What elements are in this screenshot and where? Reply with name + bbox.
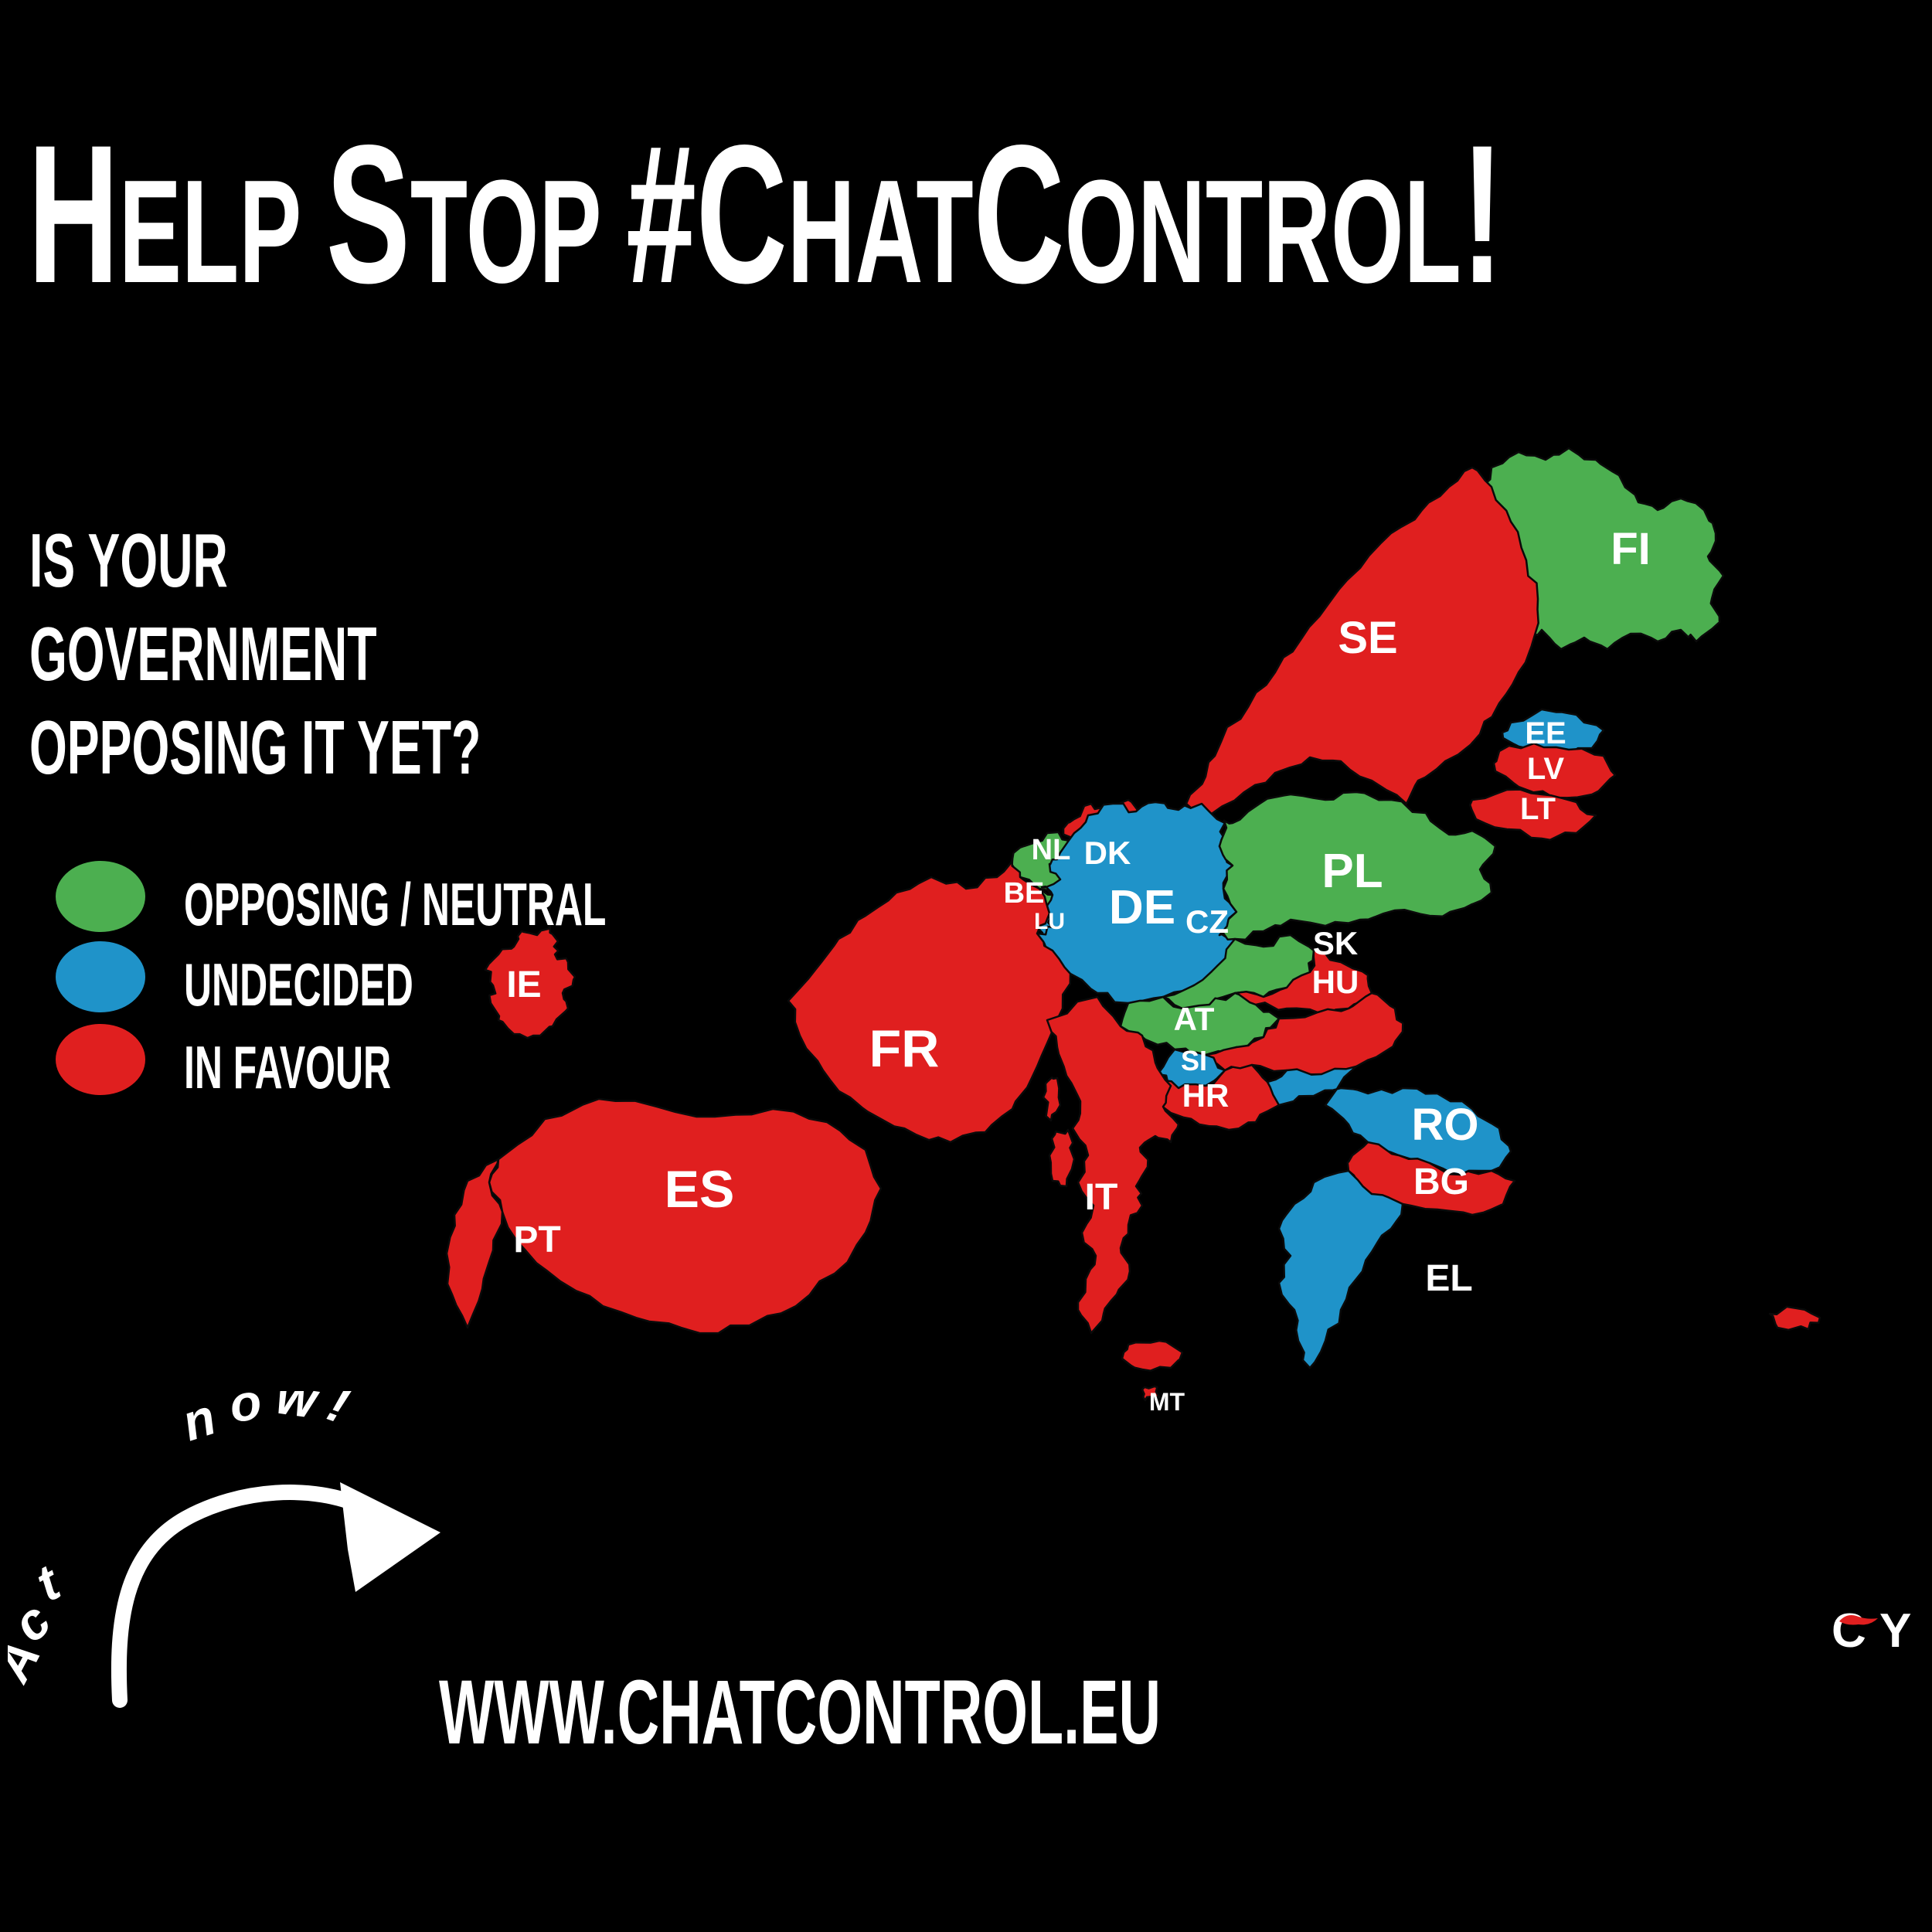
svg-text:w: w: [273, 1391, 323, 1430]
svg-text:!: !: [321, 1391, 356, 1434]
svg-text:n: n: [175, 1391, 222, 1451]
svg-text:t: t: [27, 1553, 71, 1612]
svg-text:o: o: [227, 1391, 264, 1433]
